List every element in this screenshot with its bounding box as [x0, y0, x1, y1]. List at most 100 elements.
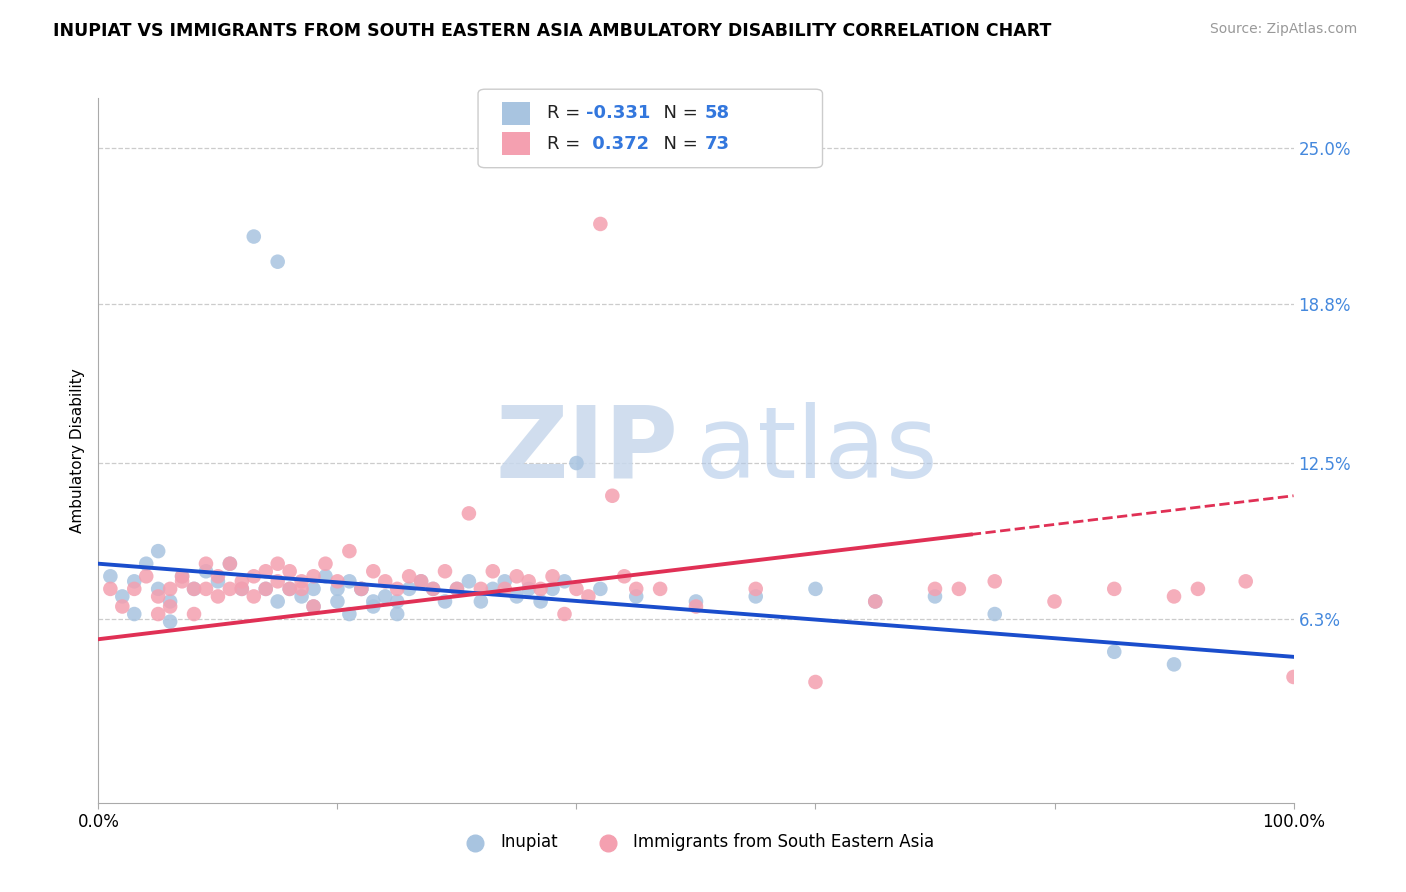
Point	[565, 582, 588, 596]
Point	[482, 582, 505, 596]
Text: -0.331: -0.331	[586, 104, 651, 122]
Point	[243, 229, 266, 244]
Point	[231, 582, 253, 596]
Point	[254, 564, 277, 578]
Text: R =: R =	[547, 135, 586, 153]
Point	[494, 582, 516, 596]
Point	[278, 564, 301, 578]
Point	[578, 590, 600, 604]
Point	[530, 594, 553, 608]
Point	[267, 254, 290, 268]
Point	[602, 489, 624, 503]
Point	[984, 574, 1007, 589]
Point	[148, 590, 170, 604]
Point	[385, 582, 409, 596]
Point	[124, 574, 146, 589]
Point	[124, 582, 146, 596]
Point	[494, 574, 516, 589]
Point	[924, 590, 946, 604]
Point	[517, 582, 540, 596]
Point	[148, 607, 170, 621]
Point	[589, 582, 612, 596]
Point	[685, 599, 707, 614]
Point	[339, 574, 361, 589]
Point	[172, 569, 194, 583]
Text: atlas: atlas	[696, 402, 938, 499]
Point	[183, 582, 205, 596]
Point	[278, 582, 301, 596]
Point	[243, 569, 266, 583]
Text: R =: R =	[547, 104, 586, 122]
Point	[374, 574, 396, 589]
Point	[1043, 594, 1066, 608]
Point	[159, 615, 181, 629]
Point	[339, 607, 361, 621]
Point	[183, 607, 205, 621]
Point	[219, 557, 242, 571]
Point	[195, 564, 218, 578]
Point	[446, 582, 468, 596]
Point	[363, 594, 385, 608]
Point	[446, 582, 468, 596]
Point	[1282, 670, 1305, 684]
Point	[385, 607, 409, 621]
Point	[148, 544, 170, 558]
Point	[254, 582, 277, 596]
Point	[804, 675, 827, 690]
Point	[948, 582, 970, 596]
Point	[315, 569, 337, 583]
Point	[374, 590, 396, 604]
Point	[302, 582, 325, 596]
Point	[865, 594, 887, 608]
Point	[267, 594, 290, 608]
Point	[685, 594, 707, 608]
Point	[506, 569, 529, 583]
Point	[554, 607, 576, 621]
Point	[135, 557, 157, 571]
Point	[626, 590, 648, 604]
Legend: Inupiat, Immigrants from South Eastern Asia: Inupiat, Immigrants from South Eastern A…	[451, 827, 941, 858]
Point	[267, 557, 290, 571]
Point	[470, 582, 492, 596]
Point	[339, 544, 361, 558]
Point	[159, 582, 181, 596]
Point	[613, 569, 636, 583]
Point	[326, 594, 349, 608]
Point	[350, 582, 373, 596]
Point	[422, 582, 444, 596]
Point	[291, 590, 314, 604]
Point	[350, 582, 373, 596]
Point	[1104, 582, 1126, 596]
Point	[554, 574, 576, 589]
Text: 0.372: 0.372	[586, 135, 650, 153]
Point	[363, 564, 385, 578]
Point	[924, 582, 946, 596]
Text: 58: 58	[704, 104, 730, 122]
Point	[98, 582, 122, 596]
Point	[363, 599, 385, 614]
Point	[434, 594, 457, 608]
Point	[172, 574, 194, 589]
Point	[124, 607, 146, 621]
Point	[650, 582, 672, 596]
Text: 73: 73	[704, 135, 730, 153]
Point	[291, 574, 314, 589]
Point	[148, 582, 170, 596]
Point	[458, 507, 481, 521]
Point	[254, 582, 277, 596]
Point	[398, 569, 420, 583]
Point	[278, 582, 301, 596]
Point	[302, 599, 325, 614]
Point	[219, 557, 242, 571]
Point	[111, 590, 134, 604]
Point	[589, 217, 612, 231]
Point	[541, 569, 564, 583]
Point	[315, 557, 337, 571]
Point	[565, 456, 588, 470]
Point	[434, 564, 457, 578]
Point	[219, 582, 242, 596]
Point	[626, 582, 648, 596]
Point	[291, 582, 314, 596]
Point	[98, 569, 122, 583]
Point	[183, 582, 205, 596]
